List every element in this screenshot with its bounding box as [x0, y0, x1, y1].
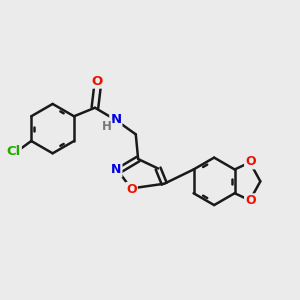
Text: O: O [245, 194, 256, 207]
Text: N: N [111, 164, 122, 176]
Text: N: N [110, 113, 122, 126]
Text: O: O [92, 75, 103, 88]
Text: O: O [126, 183, 137, 196]
Text: Cl: Cl [7, 146, 21, 158]
Text: O: O [245, 155, 256, 168]
Text: H: H [102, 120, 112, 133]
